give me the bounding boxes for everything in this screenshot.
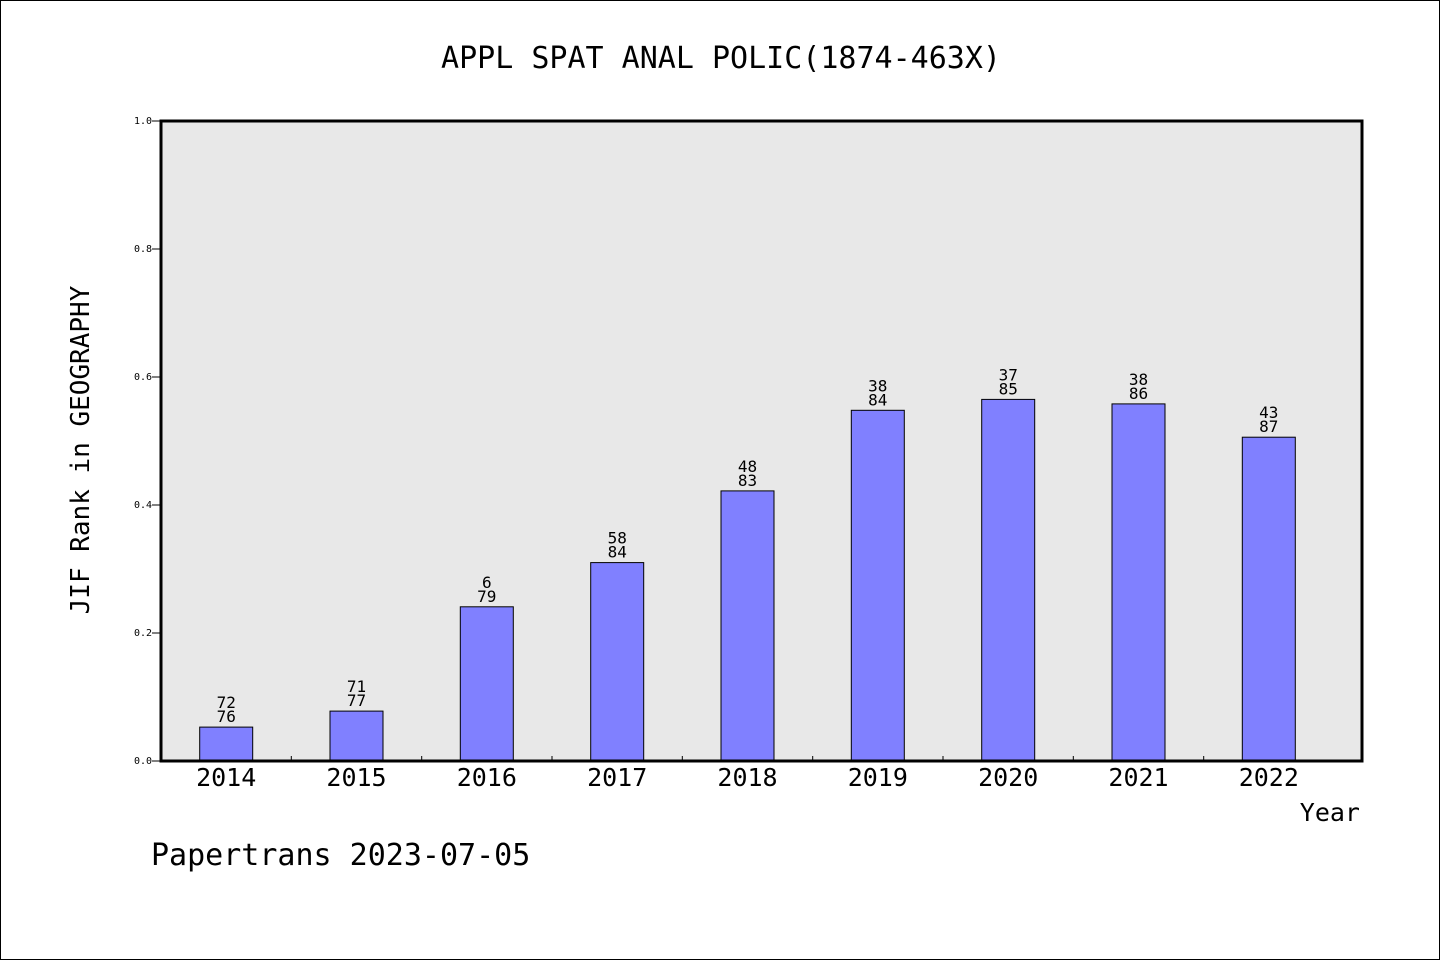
bar-label-bottom-2016: 79 bbox=[477, 587, 496, 606]
bar-2014 bbox=[199, 726, 254, 762]
bar-label-top-2021: 38 bbox=[1129, 370, 1148, 389]
y-tick-label: 0.4 bbox=[134, 500, 152, 511]
x-tick-label-2016: 2016 bbox=[457, 763, 517, 792]
bar-label-top-2016: 6 bbox=[482, 573, 492, 592]
bar-group bbox=[199, 398, 1296, 762]
x-tick-label-2022: 2022 bbox=[1239, 763, 1299, 792]
bar-label-bottom-2014: 76 bbox=[217, 707, 236, 726]
x-tick-label-2018: 2018 bbox=[717, 763, 777, 792]
y-axis: 0.0 0.2 0.4 0.6 0.8 1.0 bbox=[134, 116, 161, 767]
x-axis: 2014 2015 2016 2017 2018 2019 2020 2021 2022 bbox=[196, 756, 1299, 792]
bar-2016 bbox=[459, 606, 514, 762]
bar-label-bottom-2019: 84 bbox=[868, 390, 887, 409]
y-tick-label: 0.0 bbox=[134, 756, 152, 767]
bar-2021 bbox=[1111, 403, 1166, 762]
bar-2015 bbox=[329, 710, 384, 762]
chart-title: APPL SPAT ANAL POLIC(1874-463X) bbox=[441, 41, 1001, 76]
bar-label-top-2020: 37 bbox=[999, 365, 1018, 384]
x-tick-label-2015: 2015 bbox=[326, 763, 386, 792]
x-tick-label-2020: 2020 bbox=[978, 763, 1038, 792]
y-tick-label: 0.8 bbox=[134, 244, 152, 255]
bar-label-bottom-2020: 85 bbox=[999, 379, 1018, 398]
y-axis-label: JIF Rank in GEOGRAPHY bbox=[66, 285, 96, 614]
plot-border bbox=[159, 119, 1364, 763]
y-tick-label: 0.2 bbox=[134, 628, 152, 639]
bar-label-bottom-2018: 83 bbox=[738, 471, 757, 490]
bar-2020 bbox=[981, 398, 1036, 762]
y-tick-label: 1.0 bbox=[134, 116, 152, 127]
footer-credit: Papertrans 2023-07-05 bbox=[151, 838, 530, 873]
bar-label-bottom-2017: 84 bbox=[608, 543, 627, 562]
bar-label-top-2018: 48 bbox=[738, 457, 757, 476]
bar-2018 bbox=[720, 490, 775, 762]
x-tick-label-2019: 2019 bbox=[848, 763, 908, 792]
x-tick-label-2014: 2014 bbox=[196, 763, 256, 792]
bar-2017 bbox=[590, 562, 645, 762]
bar-label-top-2019: 38 bbox=[868, 376, 887, 395]
x-axis-label: Year bbox=[1300, 798, 1360, 827]
bar-label-bottom-2022: 87 bbox=[1259, 417, 1278, 436]
bar-2019 bbox=[850, 409, 905, 762]
bar-label-bottom-2015: 77 bbox=[347, 691, 366, 710]
bar-label-top-2022: 43 bbox=[1259, 403, 1278, 422]
bar-label-top-2017: 58 bbox=[608, 529, 627, 548]
x-tick-label-2017: 2017 bbox=[587, 763, 647, 792]
bar-label-bottom-2021: 86 bbox=[1129, 384, 1148, 403]
x-tick-label-2021: 2021 bbox=[1108, 763, 1168, 792]
y-tick-label: 0.6 bbox=[134, 372, 152, 383]
bar-label-top-2015: 71 bbox=[347, 677, 366, 696]
bar-2022 bbox=[1241, 436, 1296, 762]
bar-label-top-2014: 72 bbox=[217, 693, 236, 712]
